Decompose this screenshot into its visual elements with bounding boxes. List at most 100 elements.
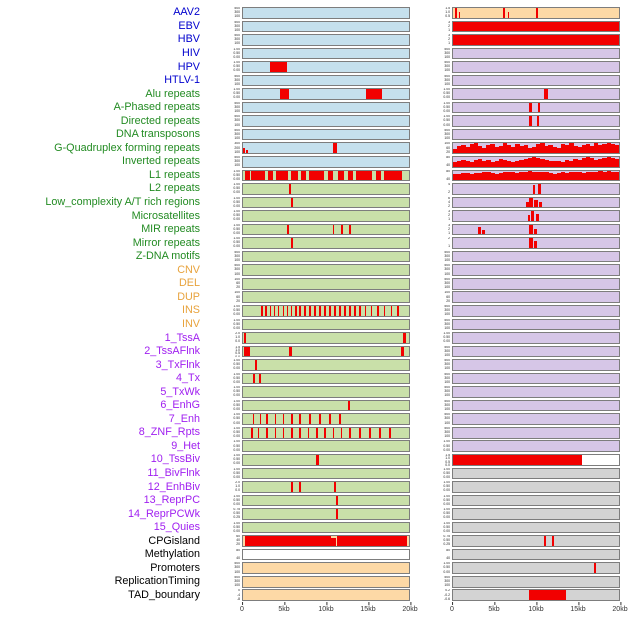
y-tick-label: 100: [444, 352, 450, 357]
track-row-ins: INS 1.00 0.50 0.00 500 300 100: [0, 304, 630, 318]
y-axis-ticks-right-12-enhbiv: 1.00 0.50 0.00: [410, 481, 452, 493]
track-panel-right-low-complexity-a-t-rich-regions: [452, 196, 620, 209]
y-tick-label: 100: [234, 271, 240, 276]
track-panel-left-hpv: [242, 61, 410, 73]
data-bar: [527, 214, 531, 221]
track-label-10-tssbiv: 10_TssBiv: [150, 453, 200, 466]
track-panel-right-aav2: [452, 6, 620, 19]
data-bar: [282, 414, 285, 424]
y-tick-label: 1.00: [443, 101, 450, 105]
y-tick-label: 1.00: [233, 359, 240, 363]
y-axis-ticks-left-l1-repeats: 1.00 0.50 0.00: [202, 170, 242, 182]
histogram-bar: [614, 144, 619, 154]
histogram-bar: [598, 170, 603, 181]
y-axis-ticks-right-tad-boundary: 0.2 -0.2 -0.6: [410, 589, 452, 601]
data-bar: [299, 306, 301, 316]
track-panel-left-5-txwk: [242, 386, 410, 398]
data-bar: [536, 116, 539, 126]
histogram-bar: [490, 161, 495, 167]
data-bar: [359, 306, 361, 316]
y-tick-label: 0.00: [233, 420, 240, 425]
y-tick-label: 0.00: [233, 366, 240, 371]
track-panel-left-low-complexity-a-t-rich-regions: [242, 196, 410, 209]
histogram-bar: [494, 173, 499, 181]
track-label-hbv: HBV: [177, 33, 200, 46]
y-tick-label: 200: [234, 145, 240, 150]
y-tick-label: 0.5: [445, 14, 450, 19]
y-axis-ticks-left-dna-transposons: 500 300 100: [202, 129, 242, 141]
data-bar: [455, 7, 458, 18]
histogram-bar: [602, 171, 607, 181]
histogram-bar: [536, 144, 541, 154]
x-axis-tick-label: 5kb: [278, 602, 290, 614]
y-axis-ticks-right-1-tssa: 1.00 0.50 0.00: [410, 332, 452, 344]
track-panel-right-a-phased-repeats: [452, 101, 620, 114]
track-row-6-enhg: 6_EnhG 1.00 0.50 0.00 500 300 100: [0, 399, 630, 413]
y-tick-label: 100: [444, 136, 450, 141]
y-tick-label: 2: [448, 37, 450, 42]
y-tick-label: 0.50: [233, 443, 240, 448]
track-panel-right-inverted-repeats: [452, 155, 620, 168]
histogram-bar: [577, 159, 582, 167]
track-row-replicationtiming: ReplicationTiming 500 300 100 500 300 100: [0, 575, 630, 589]
y-tick-label: 1.00: [443, 440, 450, 444]
y-axis-ticks-left-cnv: 500 300 100: [202, 264, 242, 276]
y-tick-label: 0.00: [443, 528, 450, 533]
histogram-bar: [502, 172, 508, 181]
track-panel-right-8-znf-rpts: [452, 426, 620, 439]
y-tick-label: 300: [234, 37, 240, 42]
y-tick-label: 1.00: [233, 223, 240, 227]
y-axis-ticks-right-htlv-1: 500 300 100: [410, 75, 452, 87]
data-bar: [355, 170, 373, 181]
y-tick-label: 500: [444, 345, 450, 349]
track-panel-left-replicationtiming: [242, 575, 410, 588]
track-row-directed-repeats: Directed repeats 500 300 100 1.00 0.50 0.00: [0, 114, 630, 128]
y-tick-label: 0.00: [443, 122, 450, 127]
data-bar: [319, 414, 321, 424]
track-panel-left-mirror-repeats: [242, 237, 410, 249]
y-tick-label: 300: [234, 579, 240, 584]
y-axis-ticks-right-8-znf-rpts: 500 300 100: [410, 427, 452, 439]
track-row-l2-repeats: L2 repeats 1.00 0.50 0.00 4 2: [0, 182, 630, 196]
data-bar: [291, 197, 293, 208]
track-label-15-quies: 15_Quies: [153, 521, 200, 534]
y-axis-ticks-left-htlv-1: 500 300 100: [202, 75, 242, 87]
histogram-bar: [573, 146, 578, 154]
track-panel-right-ebv: [452, 20, 620, 33]
data-bar: [269, 306, 271, 316]
y-tick-label: 0.50: [233, 430, 240, 435]
histogram-bar: [490, 173, 495, 181]
y-tick-label: 60: [446, 145, 450, 150]
y-tick-label: 80: [446, 155, 450, 159]
y-tick-label: 500: [444, 372, 450, 376]
data-bar: [309, 170, 325, 181]
data-bar: [266, 427, 268, 438]
track-panel-left-g-quadruplex-forming-repeats: [242, 142, 410, 155]
track-row-htlv-1: HTLV-1 500 300 100 500 300 100: [0, 74, 630, 88]
y-tick-label: 0.50: [443, 470, 450, 475]
data-bar: [340, 427, 343, 438]
data-bar: [291, 427, 293, 438]
y-tick-label: 0.25: [443, 542, 450, 547]
y-tick-label: 100: [444, 434, 450, 439]
track-panel-right-13-reprpc: [452, 494, 620, 507]
histogram-bar: [581, 144, 587, 154]
y-tick-label: 1.00: [233, 61, 240, 65]
y-tick-label: 300: [234, 253, 240, 258]
y-tick-label: 1.00: [233, 237, 240, 241]
histogram-bar: [552, 147, 557, 154]
y-tick-label: 300: [444, 281, 450, 285]
y-tick-label: 0.50: [233, 416, 240, 421]
y-tick-label: 80: [446, 169, 450, 173]
y-tick-label: 0.50: [443, 91, 450, 96]
y-tick-label: 1: [448, 244, 450, 249]
histogram-bar: [527, 157, 533, 167]
y-tick-label: 1.00: [233, 196, 240, 200]
data-bar: [536, 7, 539, 18]
data-bar: [529, 238, 533, 248]
y-tick-label: 20: [446, 298, 450, 303]
track-label-hpv: HPV: [177, 60, 200, 73]
y-tick-label: 0.00: [233, 447, 240, 452]
y-tick-label: 0.00: [233, 244, 240, 249]
